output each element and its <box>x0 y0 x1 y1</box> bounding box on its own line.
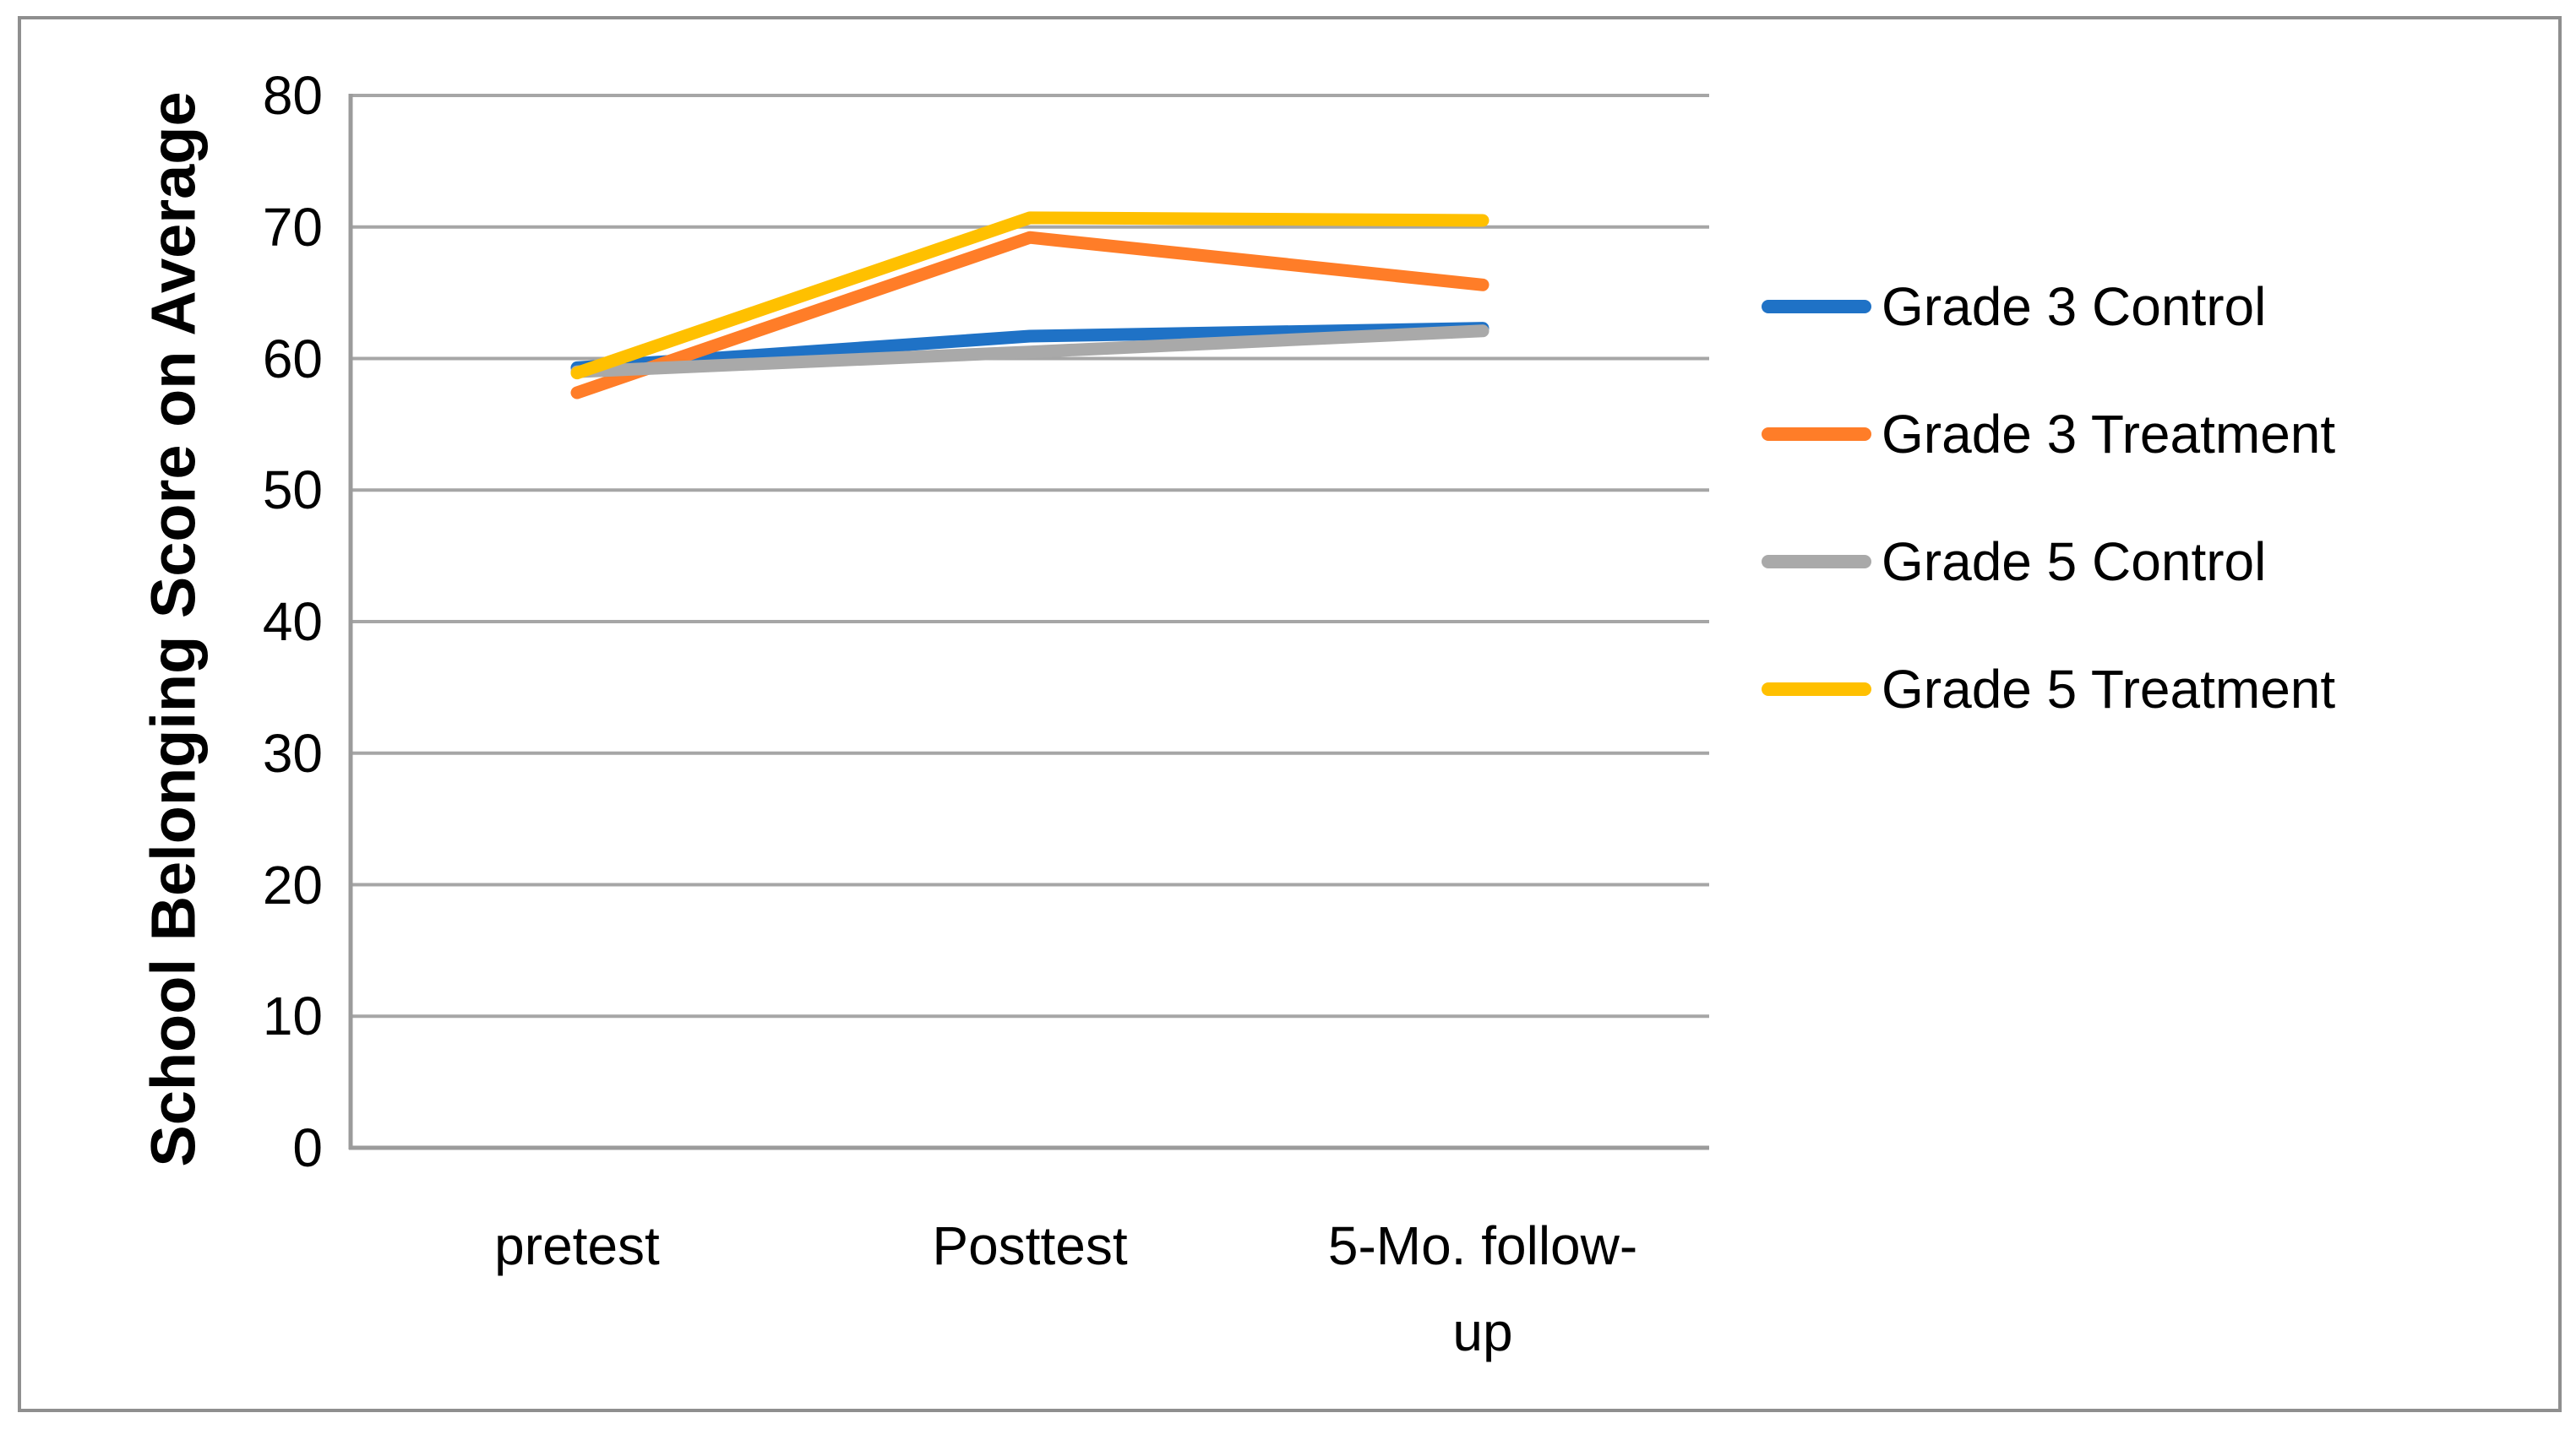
legend-item: Grade 5 Control <box>1762 524 2266 600</box>
series-line-3 <box>570 211 1490 380</box>
legend-label: Grade 5 Control <box>1882 531 2267 592</box>
series-line-1 <box>570 231 1490 399</box>
legend-swatch-icon <box>1762 300 1871 313</box>
legend-item: Grade 3 Treatment <box>1762 396 2335 472</box>
legend-label: Grade 3 Treatment <box>1882 404 2336 465</box>
legend-swatch-icon <box>1762 682 1871 696</box>
legend-label: Grade 3 Control <box>1882 276 2267 337</box>
series-line-2 <box>570 324 1490 378</box>
legend-label: Grade 5 Treatment <box>1882 659 2336 720</box>
legend-item: Grade 3 Control <box>1762 269 2266 345</box>
x-category-label: 5-Mo. follow- up <box>1327 1215 1638 1362</box>
y-tick-label: 20 <box>262 854 323 916</box>
x-category-label: Posttest <box>932 1215 1128 1276</box>
y-tick-label: 10 <box>262 986 323 1047</box>
y-tick-label: 50 <box>262 459 323 521</box>
figure-border <box>18 16 2562 1412</box>
y-tick-label: 70 <box>262 196 323 258</box>
y-tick-label: 80 <box>262 65 323 126</box>
y-tick-label: 40 <box>262 591 323 652</box>
legend-swatch-icon <box>1762 555 1871 568</box>
y-tick-label: 0 <box>292 1117 323 1178</box>
x-category-label: pretest <box>494 1215 660 1276</box>
series-line-0 <box>570 322 1490 374</box>
legend-item: Grade 5 Treatment <box>1762 651 2335 727</box>
y-tick-label: 60 <box>262 328 323 389</box>
y-tick-label: 30 <box>262 722 323 784</box>
legend-swatch-icon <box>1762 427 1871 441</box>
